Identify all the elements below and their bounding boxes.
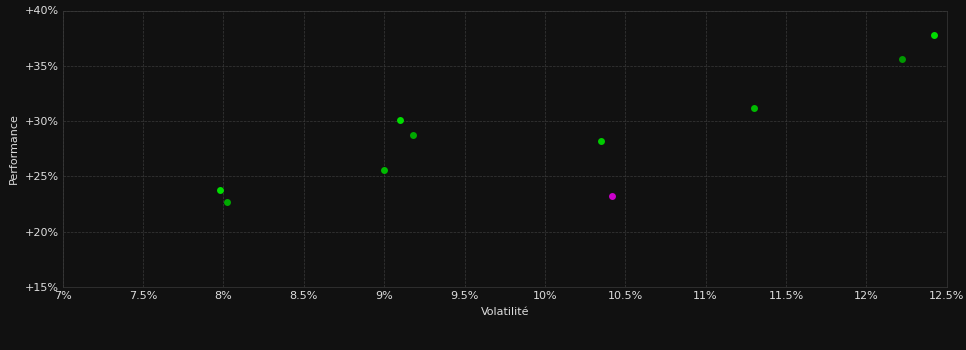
Point xyxy=(894,56,909,62)
Point xyxy=(605,194,620,199)
Point xyxy=(392,117,408,123)
Point xyxy=(377,167,392,173)
Point xyxy=(213,187,228,192)
Point xyxy=(593,138,609,144)
Point xyxy=(746,105,761,111)
X-axis label: Volatilité: Volatilité xyxy=(480,307,529,317)
Point xyxy=(219,199,235,205)
Point xyxy=(926,32,942,38)
Point xyxy=(406,133,421,138)
Y-axis label: Performance: Performance xyxy=(9,113,19,184)
